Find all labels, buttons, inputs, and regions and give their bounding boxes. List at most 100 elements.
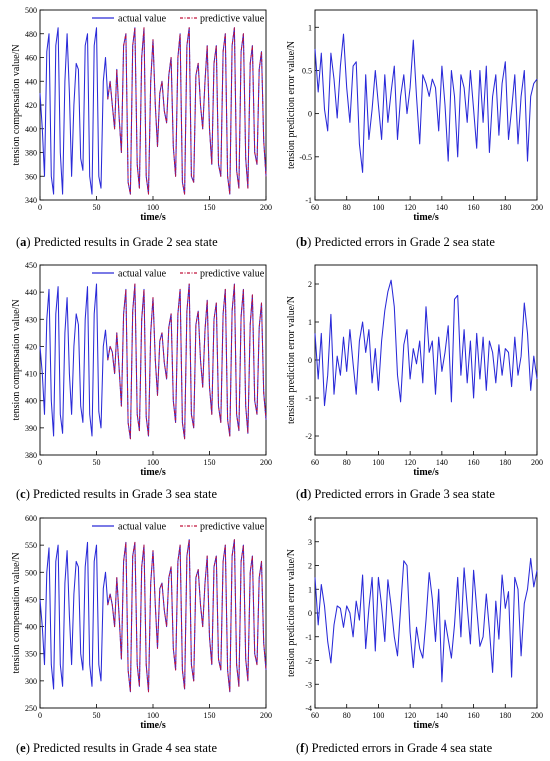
caption-d-text: Predicted errors in Grade 3 sea state	[311, 487, 495, 501]
chart-a-xtick-label: 50	[93, 203, 101, 212]
chart-e-ytick-label: 250	[25, 704, 37, 713]
chart-f-ytick-label: -2	[305, 657, 312, 666]
chart-f-ytick-label: 4	[308, 514, 312, 523]
caption-c-letter: c	[20, 487, 26, 501]
caption-f-text: Predicted errors in Grade 4 sea state	[308, 741, 493, 755]
chart-b-ytick-label: 0.5	[302, 66, 312, 75]
chart-c-ytick-label: 380	[25, 451, 37, 460]
chart-c-ytick-label: 420	[25, 342, 37, 351]
chart-f-plot: 60 80 100 120 140 160 180 200 -4 -3 -2 -1 0 1 2 3 4 time/…	[286, 514, 543, 731]
caption-c-text: Predicted results in Grade 3 sea state	[29, 487, 217, 501]
chart-e-ytick-label: 450	[25, 595, 37, 604]
chart-f-xtick-label: 160	[468, 711, 480, 720]
chart-d-ylabel: tension prediction error value/N	[286, 296, 297, 424]
chart-c-ytick-label: 410	[25, 370, 37, 379]
chart-d-series-error-line	[314, 279, 538, 407]
chart-e-series-predictive-value-line	[107, 539, 267, 693]
chart-b-xtick-label: 120	[404, 203, 416, 212]
chart-a-legend-actual-label: actual value	[118, 14, 167, 25]
chart-b-ytick-label: 0	[308, 110, 312, 119]
chart-f-ylabel: tension prediction error value/N	[286, 549, 297, 677]
chart-a-ytick-label: 380	[25, 149, 37, 158]
chart-f-ytick-label: 3	[308, 538, 312, 547]
chart-c-ytick-label: 390	[25, 424, 37, 433]
caption-e-letter: e	[20, 741, 26, 755]
chart-a-ytick-label: 460	[25, 54, 37, 63]
chart-b-plot: 60 80 100 120 140 160 180 200 -1 -0.5 0 0.5 1 time/s t…	[286, 9, 543, 223]
chart-e-ytick-label: 400	[25, 623, 37, 632]
caption-b: (b) Predicted errors in Grade 2 sea stat…	[296, 235, 495, 249]
chart-e-ytick-label: 600	[25, 514, 37, 523]
chart-c-ytick-label: 400	[25, 397, 37, 406]
chart-f-ytick-label: -4	[305, 704, 312, 713]
chart-e-frame	[39, 517, 267, 709]
caption-c: (c) Predicted results in Grade 3 sea sta…	[16, 487, 217, 501]
chart-a-ytick-label: 420	[25, 101, 37, 110]
chart-a-ytick-label: 400	[25, 125, 37, 134]
chart-a-xtick-label: 0	[38, 203, 42, 212]
caption-f: (f) Predicted errors in Grade 4 sea stat…	[296, 741, 493, 755]
chart-e-xlabel: time/s	[140, 720, 166, 731]
chart-a-plot: 0 50 100 150 200 340 360 380 400 420 440 460 480 500 t…	[11, 6, 272, 223]
chart-e-ytick-label: 350	[25, 650, 37, 659]
chart-e-xtick-label: 100	[147, 711, 159, 720]
chart-d-xtick-label: 200	[531, 458, 543, 467]
chart-f-ytick-label: 0	[308, 609, 312, 618]
chart-f-xtick-label: 200	[531, 711, 543, 720]
chart-e-ytick-label: 500	[25, 568, 37, 577]
chart-a-xtick-label: 200	[260, 203, 272, 212]
chart-b-xtick-label: 60	[311, 203, 319, 212]
chart-panel-d: 60 80 100 120 140 160 180 200 -2 -1 0 1 2 time/s tensi…	[275, 255, 550, 487]
chart-d-xlabel: time/s	[413, 467, 439, 478]
chart-c-xlabel: time/s	[140, 467, 166, 478]
chart-d-plot: 60 80 100 120 140 160 180 200 -2 -1 0 1 2 time/s tensi…	[286, 264, 543, 478]
chart-f-ytick-label: 2	[308, 562, 312, 571]
chart-c-xtick-label: 150	[204, 458, 216, 467]
chart-f-ytick-label: -1	[305, 633, 312, 642]
chart-a-ytick-label: 480	[25, 30, 37, 39]
chart-f-xtick-label: 180	[499, 711, 511, 720]
chart-d-xtick-label: 140	[436, 458, 448, 467]
chart-e-xtick-label: 150	[204, 711, 216, 720]
chart-d-ytick-label: -2	[305, 432, 312, 441]
chart-a-legend-predictive-label: predictive value	[200, 14, 265, 25]
caption-a-letter: a	[20, 235, 27, 249]
chart-e-legend-actual-label: actual value	[118, 522, 167, 533]
chart-d-ytick-label: 1	[308, 318, 312, 327]
chart-a-ytick-label: 500	[25, 6, 37, 15]
chart-d-xtick-label: 100	[372, 458, 384, 467]
chart-a-ylabel: tension compensation value/N	[11, 44, 22, 165]
chart-c-legend-predictive-label: predictive value	[200, 269, 265, 280]
chart-f-xtick-label: 60	[311, 711, 319, 720]
caption-e-text: Predicted results in Grade 4 sea state	[29, 741, 217, 755]
chart-d-xtick-label: 120	[404, 458, 416, 467]
chart-c-ytick-label: 440	[25, 288, 37, 297]
chart-c-ytick-label: 430	[25, 315, 37, 324]
chart-f-xtick-label: 100	[372, 711, 384, 720]
chart-b-xtick-label: 200	[531, 203, 543, 212]
chart-f-xtick-label: 140	[436, 711, 448, 720]
chart-e-legend-predictive-label: predictive value	[200, 522, 265, 533]
caption-b-letter: b	[300, 235, 308, 249]
chart-b-xtick-label: 80	[343, 203, 351, 212]
chart-b-xtick-label: 100	[372, 203, 384, 212]
chart-c-xtick-label: 100	[147, 458, 159, 467]
chart-panel-a: 0 50 100 150 200 340 360 380 400 420 440 460 480 500 t…	[0, 0, 275, 232]
chart-d-ytick-label: 2	[308, 280, 312, 289]
chart-e-xtick-label: 0	[38, 711, 42, 720]
chart-a-ytick-label: 340	[25, 196, 37, 205]
chart-b-ytick-label: -1	[305, 196, 312, 205]
chart-a-xlabel: time/s	[140, 212, 166, 223]
caption-d: (d) Predicted errors in Grade 3 sea stat…	[296, 487, 495, 501]
chart-f-series-error-line	[314, 557, 538, 683]
chart-d-xtick-label: 180	[499, 458, 511, 467]
chart-d-xtick-label: 160	[468, 458, 480, 467]
caption-a: (a) Predicted results in Grade 2 sea sta…	[16, 235, 218, 249]
chart-d-ytick-label: 0	[308, 356, 312, 365]
chart-b-xlabel: time/s	[413, 212, 439, 223]
chart-b-ytick-label: -0.5	[299, 153, 312, 162]
chart-e-ytick-label: 300	[25, 677, 37, 686]
chart-panel-e: 0 50 100 150 200 250 300 350 400 450 500 550 600 time…	[0, 508, 275, 740]
chart-panel-f: 60 80 100 120 140 160 180 200 -4 -3 -2 -1 0 1 2 3 4 time/…	[275, 508, 550, 740]
chart-b-ytick-label: 1	[308, 23, 312, 32]
